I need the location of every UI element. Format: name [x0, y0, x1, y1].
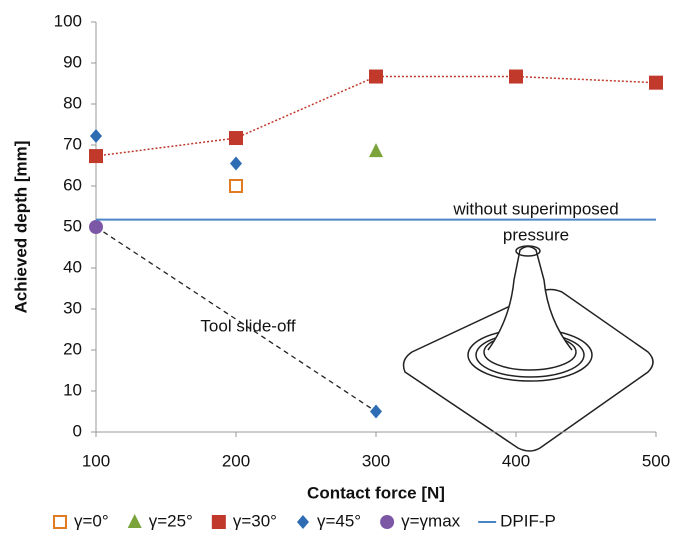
legend-label: γ=γmax: [401, 511, 461, 530]
marker: [128, 514, 142, 528]
y-axis-title: Achieved depth [mm]: [11, 141, 30, 314]
y-tick-label: 20: [63, 339, 82, 358]
marker: [212, 515, 226, 529]
x-axis-title: Contact force [N]: [307, 483, 445, 502]
marker: [89, 149, 103, 163]
legend-label: γ=0°: [74, 511, 109, 530]
x-tick-label: 100: [82, 451, 110, 470]
marker: [369, 70, 383, 84]
marker: [229, 131, 243, 145]
annotation: pressure: [503, 225, 569, 244]
y-tick-label: 50: [63, 216, 82, 235]
y-tick-label: 40: [63, 257, 82, 276]
legend-label: DPIF-P: [500, 511, 556, 530]
y-tick-label: 70: [63, 134, 82, 153]
marker: [230, 180, 242, 192]
y-tick-label: 60: [63, 175, 82, 194]
marker: [380, 515, 394, 529]
x-tick-label: 300: [362, 451, 390, 470]
x-tick-label: 400: [502, 451, 530, 470]
x-tick-label: 500: [642, 451, 670, 470]
marker: [509, 70, 523, 84]
legend-label: γ=25°: [149, 511, 193, 530]
y-tick-label: 0: [73, 421, 82, 440]
marker: [54, 516, 66, 528]
legend-item: γ=30°: [212, 511, 277, 530]
marker: [649, 76, 663, 90]
y-tick-label: 100: [54, 11, 82, 30]
legend-label: γ=30°: [233, 511, 277, 530]
marker: [90, 129, 102, 143]
y-tick-label: 90: [63, 52, 82, 71]
y-tick-label: 80: [63, 93, 82, 112]
legend-item: γ=γmax: [380, 511, 461, 530]
marker: [370, 405, 382, 419]
part-sketch: [404, 246, 653, 451]
legend-label: γ=45°: [317, 511, 361, 530]
annotation: Tool slide-off: [200, 316, 295, 335]
x-tick-label: 200: [222, 451, 250, 470]
marker: [89, 220, 103, 234]
chart: Achieved depth [mm] Contact force [N] wi…: [0, 0, 674, 543]
legend-item: γ=25°: [128, 511, 193, 530]
marker: [230, 156, 242, 170]
legend-item: DPIF-P: [478, 511, 556, 530]
marker: [369, 143, 383, 157]
legend-item: γ=45°: [297, 511, 361, 530]
annotation: without superimposed: [452, 199, 618, 218]
marker: [297, 515, 309, 529]
legend-item: γ=0°: [54, 511, 109, 530]
y-tick-label: 30: [63, 298, 82, 317]
y-tick-label: 10: [63, 380, 82, 399]
